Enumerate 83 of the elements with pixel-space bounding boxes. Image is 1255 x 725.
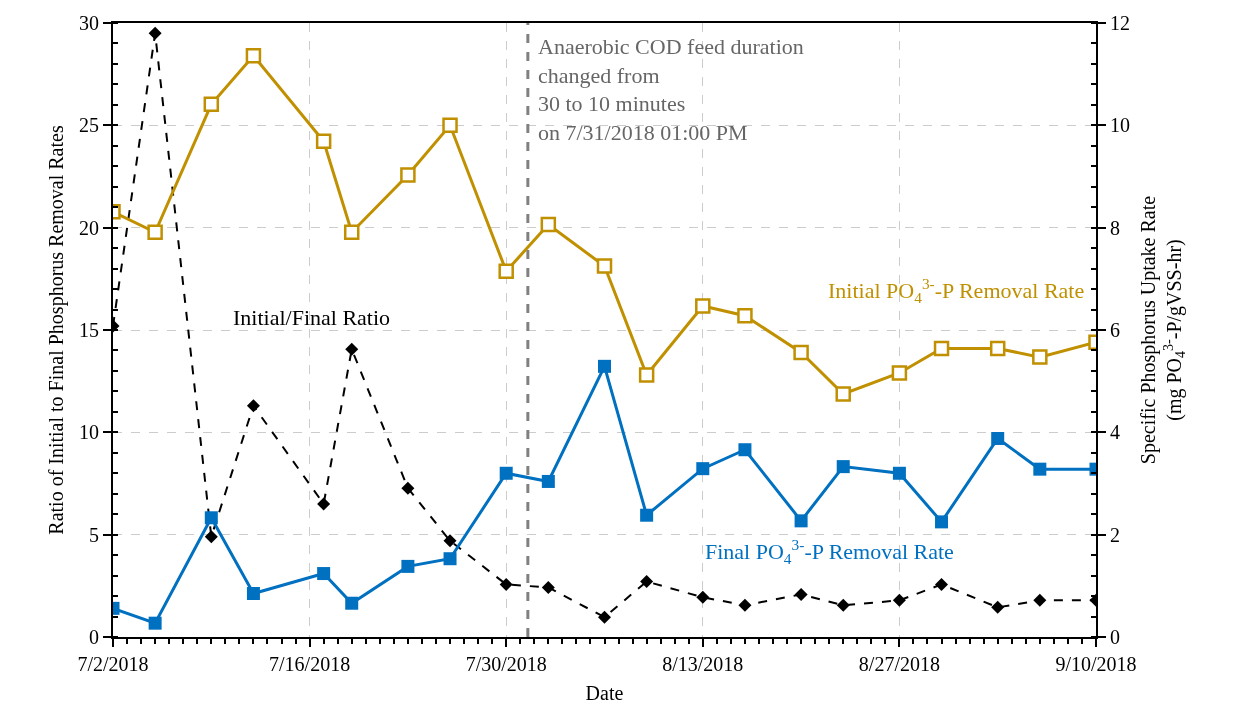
point	[499, 577, 513, 591]
y2-tick-label: 8	[1110, 216, 1120, 239]
y2-tick-label: 10	[1110, 114, 1130, 137]
point	[1033, 462, 1047, 476]
point	[891, 365, 908, 381]
y2-tick-label: 6	[1110, 319, 1120, 341]
y2-tick-label: 12	[1110, 12, 1130, 34]
point	[991, 431, 1005, 445]
x-tick-label: 9/10/2018	[1055, 653, 1137, 675]
point	[794, 587, 808, 601]
x-tick-label: 8/13/2018	[662, 653, 744, 675]
point	[498, 263, 514, 279]
y-tick-label: 20	[79, 216, 99, 239]
point	[499, 466, 513, 480]
y-tick-label: 30	[79, 12, 99, 34]
point	[737, 307, 753, 324]
y-tick-label: 5	[89, 523, 99, 546]
series-label: Initial/Final Ratio	[233, 305, 391, 330]
point	[401, 481, 415, 495]
point	[991, 600, 1005, 614]
series-label: Final PO$_{4}$$^{3-}$-P Removal Rate	[705, 536, 954, 567]
point	[245, 48, 262, 64]
point	[836, 598, 850, 612]
point	[541, 474, 555, 488]
point	[246, 399, 260, 413]
point	[147, 224, 163, 241]
point	[892, 593, 906, 607]
y-axis-title: Ratio of Initial to Final Phosphorus Removal Rates	[45, 125, 68, 535]
x-axis-title: Date	[585, 682, 624, 704]
y2-tick-label: 2	[1110, 523, 1120, 546]
ref-line-label: Anaerobic COD feed duration changed from 30 to 10 minutes on 7/31/2018 01:00 PM	[538, 34, 804, 145]
point	[794, 514, 808, 528]
series-label: Initial PO$_{4}$$^{3-}$-P Removal Rate	[828, 275, 1085, 306]
point	[443, 534, 457, 548]
point	[835, 386, 851, 402]
point	[541, 580, 555, 594]
point	[935, 577, 949, 591]
y-tick-label: 15	[79, 319, 99, 341]
point	[598, 610, 611, 624]
point	[738, 598, 752, 612]
point	[148, 26, 162, 40]
point	[204, 530, 218, 544]
point	[317, 497, 331, 511]
point	[989, 340, 1006, 357]
y-tick-label: 0	[89, 626, 99, 648]
x-tick-label: 7/2/2018	[77, 653, 149, 675]
point	[596, 258, 613, 274]
point	[935, 515, 949, 529]
y-tick-label: 25	[79, 114, 99, 137]
point	[638, 367, 655, 383]
point	[696, 462, 710, 476]
y-tick-label: 10	[79, 421, 99, 444]
point	[598, 359, 611, 373]
x-tick-label: 7/16/2018	[269, 653, 351, 675]
point	[345, 596, 359, 610]
point	[793, 344, 809, 361]
point	[317, 567, 331, 581]
point	[933, 340, 950, 357]
point	[400, 167, 416, 183]
x-tick-label: 8/27/2018	[858, 653, 940, 675]
point	[345, 342, 359, 356]
point	[246, 587, 260, 601]
point	[738, 443, 752, 457]
point	[695, 298, 711, 314]
point	[640, 508, 654, 522]
point	[1032, 349, 1048, 365]
point	[540, 216, 557, 233]
point	[203, 96, 220, 113]
x-tick-label: 7/30/2018	[465, 653, 547, 675]
point	[892, 466, 906, 480]
point	[442, 117, 458, 134]
point	[1033, 593, 1047, 607]
point	[443, 552, 457, 566]
y2-tick-label: 4	[1110, 421, 1120, 444]
point	[696, 590, 710, 604]
point	[315, 133, 332, 149]
point	[836, 460, 850, 474]
point	[148, 616, 162, 630]
point	[204, 511, 218, 525]
point	[343, 224, 360, 241]
point	[401, 559, 415, 573]
point	[640, 575, 654, 589]
y2-tick-label: 0	[1110, 626, 1120, 648]
